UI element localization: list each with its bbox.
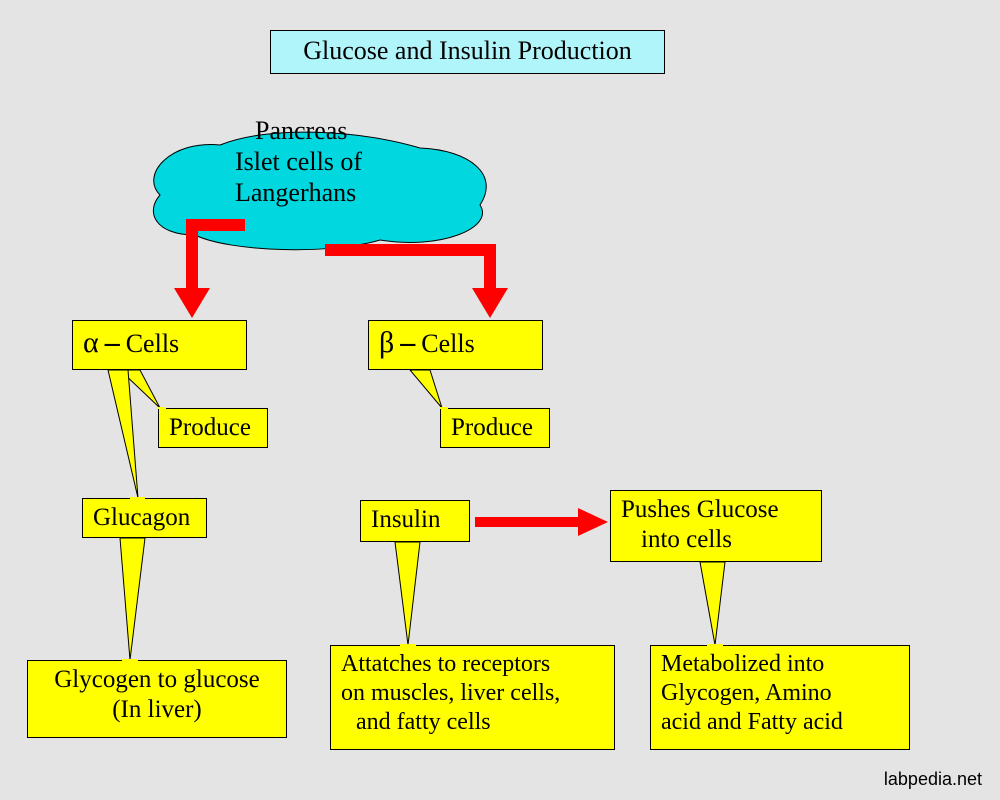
pushes-line1: Pushes Glucose: [621, 495, 811, 525]
produce-right-text: Produce: [451, 414, 533, 441]
pushes-line2: into cells: [621, 525, 811, 555]
attaches-line1: Attatches to receptors: [341, 650, 604, 679]
alpha-cells-box: α – Cells: [72, 320, 247, 370]
attaches-line2: on muscles, liver cells,: [341, 679, 604, 708]
title-text: Glucose and Insulin Production: [303, 36, 632, 65]
pancreas-line1: Pancreas: [255, 115, 362, 146]
glucagon-box: Glucagon: [82, 498, 207, 538]
attaches-line3: and fatty cells: [341, 708, 604, 737]
title-box: Glucose and Insulin Production: [270, 30, 665, 74]
metabolized-line3: acid and Fatty acid: [661, 708, 899, 737]
glycogen-line1: Glycogen to glucose: [38, 665, 276, 695]
metabolized-box: Metabolized into Glycogen, Amino acid an…: [650, 645, 910, 750]
pancreas-line2: Islet cells of: [235, 146, 362, 177]
metabolized-line1: Metabolized into: [661, 650, 899, 679]
attaches-box: Attatches to receptors on muscles, liver…: [330, 645, 615, 750]
produce-left-text: Produce: [169, 414, 251, 441]
pancreas-line3: Langerhans: [235, 177, 362, 208]
beta-cells-text: Cells: [421, 329, 474, 358]
alpha-cells-text: Cells: [126, 329, 179, 358]
watermark: labpedia.net: [884, 769, 982, 790]
insulin-text: Insulin: [371, 506, 440, 533]
pushes-box: Pushes Glucose into cells: [610, 490, 822, 562]
produce-right-box: Produce: [440, 408, 550, 448]
watermark-text: labpedia.net: [884, 769, 982, 789]
beta-cells-box: β – Cells: [368, 320, 543, 370]
diagram-canvas: Glucose and Insulin Production Pancreas …: [0, 0, 1000, 800]
glycogen-box: Glycogen to glucose (In liver): [27, 660, 287, 738]
glycogen-line2: (In liver): [38, 695, 276, 725]
pancreas-label: Pancreas Islet cells of Langerhans: [235, 115, 362, 209]
glucagon-text: Glucagon: [93, 504, 190, 531]
produce-left-box: Produce: [158, 408, 268, 448]
metabolized-line2: Glycogen, Amino: [661, 679, 899, 708]
insulin-box: Insulin: [360, 500, 470, 542]
